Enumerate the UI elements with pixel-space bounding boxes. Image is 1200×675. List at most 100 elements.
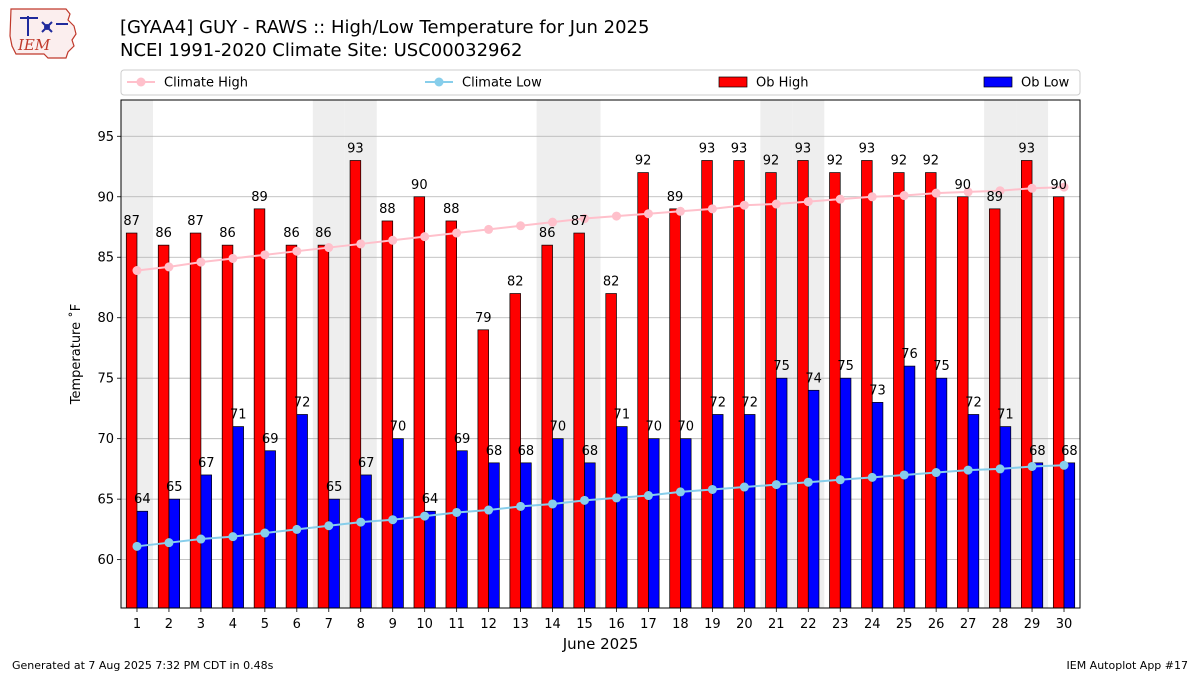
ob-low-value-label: 72 [294, 395, 311, 410]
x-axis-label: June 2025 [562, 635, 639, 653]
climate-low-point [771, 480, 781, 490]
ob-low-bar [232, 426, 244, 609]
ob-low-value-label: 65 [166, 480, 183, 495]
y-tick-label: 95 [97, 130, 114, 145]
ob-low-value-label: 74 [805, 371, 822, 386]
x-tick-label: 2 [165, 617, 173, 632]
climate-high-point [739, 200, 749, 210]
legend-box [120, 69, 1081, 96]
ob-high-value-label: 87 [187, 214, 204, 229]
ob-low-bar [999, 426, 1012, 609]
x-tick-label: 5 [261, 617, 269, 632]
ob-high-bar [349, 160, 362, 609]
x-tick-label: 10 [416, 617, 433, 632]
climate-low-point [260, 528, 270, 538]
y-tick-label: 80 [97, 311, 114, 326]
ob-high-value-label: 86 [219, 226, 236, 241]
ob-high-value-label: 89 [251, 190, 268, 205]
ob-high-value-label: 79 [475, 311, 492, 326]
ob-low-value-label: 71 [230, 408, 247, 423]
x-tick-label: 15 [576, 617, 593, 632]
climate-high-point [803, 197, 813, 207]
ob-high-bar [829, 172, 841, 609]
ob-low-bar [712, 414, 724, 609]
climate-high-point [963, 187, 973, 197]
x-tick-label: 23 [832, 617, 849, 632]
ob-low-bar [552, 438, 564, 609]
climate-low-point [580, 495, 590, 505]
ob-high-bar [189, 232, 202, 609]
x-tick-label: 19 [704, 617, 721, 632]
ob-low-value-label: 68 [486, 444, 503, 459]
legend-ob-high-label: Ob High [756, 76, 809, 91]
climate-high-point [132, 266, 142, 276]
climate-low-point [324, 521, 334, 531]
ob-high-bar [733, 160, 745, 609]
ob-high-bar [477, 329, 489, 609]
x-tick-label: 27 [960, 617, 977, 632]
chart-subtitle: NCEI 1991-2020 Climate Site: USC00032962 [120, 40, 523, 61]
climate-low-point [611, 493, 621, 503]
ob-low-bar [935, 377, 948, 609]
ob-low-bar [584, 462, 596, 609]
climate-low-point [675, 487, 685, 497]
climate-high-point [771, 199, 781, 209]
climate-high-point [388, 235, 398, 245]
ob-high-bar [125, 232, 138, 609]
ob-low-bar [680, 438, 692, 609]
ob-high-value-label: 92 [635, 154, 652, 169]
climate-low-point [356, 517, 366, 527]
x-tick-label: 8 [357, 617, 365, 632]
ob-low-bar [967, 414, 980, 609]
x-tick-label: 25 [896, 617, 913, 632]
climate-high-point [580, 214, 590, 224]
legend-ob-low-swatch [983, 76, 1013, 88]
y-tick-label: 90 [97, 190, 114, 205]
x-tick-label: 29 [1024, 617, 1041, 632]
ob-high-value-label: 92 [923, 154, 940, 169]
ob-high-value-label: 92 [827, 154, 844, 169]
climate-high-point [1059, 182, 1069, 192]
climate-high-point [260, 250, 270, 260]
climate-high-point [675, 206, 685, 216]
ob-low-value-label: 75 [773, 359, 790, 374]
ob-low-value-label: 64 [422, 492, 439, 507]
ob-high-value-label: 86 [155, 226, 172, 241]
ob-low-value-label: 73 [869, 383, 886, 398]
climate-high-point [548, 217, 558, 227]
climate-low-point [164, 538, 174, 548]
x-tick-label: 21 [768, 617, 785, 632]
ob-low-bar [871, 402, 884, 609]
logo-text: IEM [17, 36, 51, 54]
ob-high-bar [317, 244, 330, 609]
x-tick-label: 14 [544, 617, 561, 632]
x-tick-label: 7 [325, 617, 333, 632]
climate-high-point [420, 232, 430, 242]
ob-high-bar [381, 220, 394, 609]
x-tick-label: 28 [992, 617, 1009, 632]
x-tick-label: 4 [229, 617, 237, 632]
climate-high-line [136, 186, 1065, 272]
ob-high-bar [285, 244, 298, 609]
x-tick-label: 22 [800, 617, 817, 632]
climate-high-point [292, 246, 302, 256]
ob-low-bar [839, 377, 852, 609]
ob-low-bar [296, 414, 308, 609]
ob-high-value-label: 93 [699, 141, 716, 156]
ob-high-value-label: 89 [986, 190, 1003, 205]
plot-frame [120, 99, 1081, 609]
ob-high-bar [765, 172, 777, 609]
ob-low-value-label: 65 [326, 480, 343, 495]
ob-low-bar [616, 426, 628, 609]
climate-low-point [484, 505, 494, 515]
ob-high-value-label: 93 [795, 141, 812, 156]
app-credit: IEM Autoplot App #17 [1066, 659, 1189, 672]
x-tick-label: 13 [512, 617, 529, 632]
climate-high-point [516, 221, 526, 231]
climate-low-point [228, 532, 238, 542]
ob-high-bar [157, 244, 170, 609]
climate-low-point [867, 472, 877, 482]
climate-low-point [196, 534, 206, 544]
ob-low-value-label: 71 [997, 408, 1014, 423]
legend-climate-high-label: Climate High [164, 76, 248, 91]
